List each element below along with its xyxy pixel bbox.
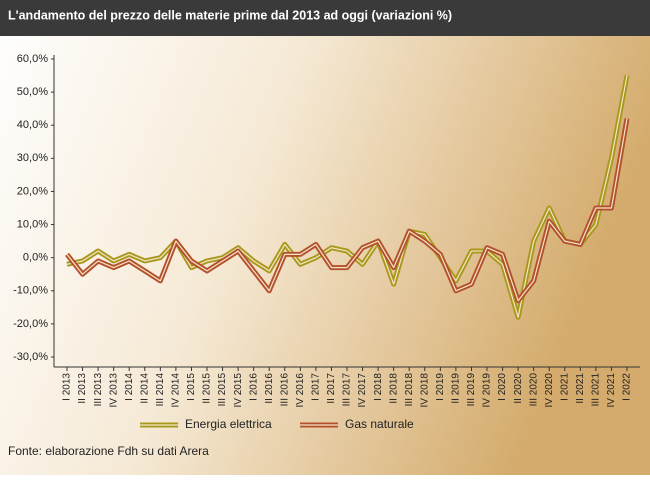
y-tick-label: -30,0% [13,351,48,363]
chart-title: L'andamento del prezzo delle materie pri… [8,8,452,22]
x-tick-label: I 2020 [497,373,508,401]
x-tick-label: I 2014 [124,373,135,401]
x-tick-label: IV 2014 [171,373,182,408]
x-tick-label: III 2019 [466,373,477,407]
x-tick-label: I 2015 [186,373,197,401]
x-tick-label: I 2019 [435,373,446,401]
x-tick-label: IV 2013 [108,373,119,408]
x-tick-label: II 2016 [264,373,275,404]
x-tick-label: IV 2019 [482,373,493,408]
x-tick-label: III 2015 [217,373,228,407]
y-tick-label: 40,0% [17,119,48,131]
y-tick-label: 20,0% [17,185,48,197]
x-tick-label: IV 2018 [419,373,430,408]
x-tick-label: II 2017 [326,373,337,404]
y-tick-label: 60,0% [17,53,48,65]
series-line-highlight [66,75,628,318]
x-tick-label: II 2015 [202,373,213,404]
y-tick-label: 10,0% [17,218,48,230]
x-tick-label: II 2014 [139,373,150,404]
legend-label: Gas naturale [345,417,414,431]
series-line-highlight [66,118,628,302]
x-tick-label: III 2016 [279,373,290,407]
y-tick-label: 30,0% [17,152,48,164]
x-tick-label: III 2014 [155,373,166,407]
x-tick-label: II 2019 [451,373,462,404]
x-tick-label: II 2018 [388,373,399,404]
x-tick-label: IV 2021 [606,373,617,408]
y-tick-label: -20,0% [13,318,48,330]
x-tick-label: I 2018 [373,373,384,401]
x-tick-label: III 2017 [342,373,353,407]
source: Fonte: elaborazione Fdh su dati Arera [8,444,209,458]
x-tick-label: I 2022 [622,373,633,401]
x-tick-label: IV 2017 [357,373,368,408]
title-bar [0,0,650,36]
x-tick-label: I 2013 [62,373,73,401]
x-tick-label: III 2020 [528,373,539,407]
x-tick-label: III 2018 [404,373,415,407]
x-tick-label: I 2016 [248,373,259,401]
y-tick-label: 50,0% [17,86,48,98]
x-tick-label: II 2021 [575,373,586,404]
x-tick-label: III 2021 [591,373,602,407]
x-tick-label: IV 2016 [295,373,306,408]
x-tick-label: I 2017 [311,373,322,401]
x-tick-label: IV 2015 [233,373,244,408]
y-tick-label: 0,0% [23,252,48,264]
x-tick-label: I 2021 [559,373,570,401]
x-tick-label: III 2013 [93,373,104,407]
x-tick-label: IV 2020 [544,373,555,408]
x-tick-label: II 2020 [513,373,524,404]
legend-label: Energia elettrica [185,417,272,431]
y-tick-label: -10,0% [13,285,48,297]
x-tick-label: II 2013 [77,373,88,404]
